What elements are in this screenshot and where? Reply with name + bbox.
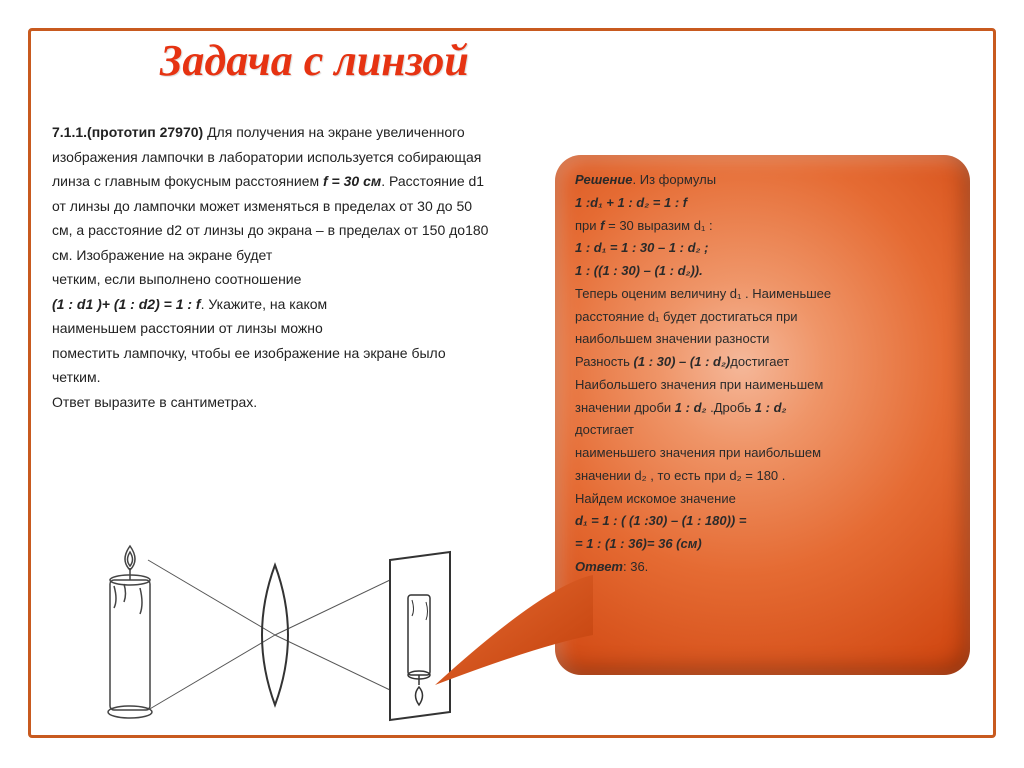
lens-diagram (90, 540, 470, 730)
sol-line: Разность (575, 354, 634, 369)
sol-answer-label: Ответ (575, 559, 623, 574)
problem-line: Для получения на (203, 124, 324, 140)
sol-line: (1 : 30) – (1 : d₂) (634, 354, 731, 369)
problem-line: поместить лампочку, чтобы ее изображение… (52, 341, 492, 390)
sol-answer: : 36. (623, 559, 648, 574)
sol-line: наибольшем значении разности (575, 331, 769, 346)
problem-formula: (1 : d1 )+ (1 : d2) = 1 : f (52, 296, 201, 312)
page-title: Задача с линзой (160, 35, 469, 86)
problem-text: 7.1.1.(прототип 27970) Для получения на … (52, 120, 492, 414)
sol-line: 1 : ((1 : 30) – (1 : d₂)). (575, 263, 703, 278)
sol-line: d₁ = 1 : ( (1 :30) – (1 : 180)) = (575, 513, 746, 528)
solution-bubble: Решение. Из формулы 1 :d₁ + 1 : d₂ = 1 :… (555, 155, 970, 675)
problem-focal: f = 30 см (323, 173, 381, 189)
sol-line: 1 : d₂ (675, 400, 707, 415)
sol-line: = 1 : (1 : 36)= 36 (см) (575, 536, 702, 551)
slide: Задача с линзой 7.1.1.(прототип 27970) Д… (0, 0, 1024, 768)
sol-line: Теперь оценим величину d₁ . Наименьшее (575, 286, 831, 301)
sol-line: значении дроби (575, 400, 675, 415)
sol-line: Наибольшего значения при наименьшем (575, 377, 823, 392)
sol-line: достигает (575, 422, 634, 437)
diagram-svg (90, 540, 470, 730)
sol-line: достигает (730, 354, 789, 369)
sol-line: Найдем искомое значение (575, 491, 736, 506)
sol-line: расстояние d₁ будет достигаться при (575, 309, 798, 324)
problem-line: Ответ выразите в сантиметрах. (52, 390, 492, 415)
sol-line: . Из формулы (633, 172, 717, 187)
sol-line: = 30 выразим d₁ : (605, 218, 713, 233)
sol-line: 1 :d₁ + 1 : d₂ = 1 : f (575, 195, 687, 210)
sol-line: .Дробь (706, 400, 754, 415)
sol-label: Решение (575, 172, 633, 187)
solution-text: Решение. Из формулы 1 :d₁ + 1 : d₂ = 1 :… (575, 169, 952, 579)
problem-ref: 7.1.1.(прототип 27970) (52, 124, 203, 140)
problem-line: наименьшем расстоянии от линзы можно (52, 316, 492, 341)
problem-line: четким, если выполнено соотношение (52, 267, 492, 292)
sol-line: наименьшего значения при наибольшем (575, 445, 821, 460)
sol-line: значении d₂ , то есть при d₂ = 180 . (575, 468, 785, 483)
sol-line: при (575, 218, 600, 233)
problem-line: . Укажите, на каком (201, 296, 328, 312)
sol-line: 1 : d₁ = 1 : 30 – 1 : d₂ ; (575, 240, 708, 255)
sol-line: 1 : d₂ (755, 400, 787, 415)
